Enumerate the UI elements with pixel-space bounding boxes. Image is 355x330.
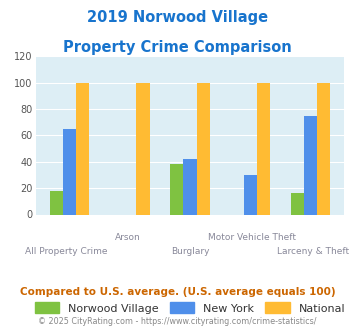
Bar [304,115,317,214]
Text: Property Crime Comparison: Property Crime Comparison [63,40,292,54]
Bar [183,159,197,214]
Legend: Norwood Village, New York, National: Norwood Village, New York, National [35,302,345,314]
Text: Larceny & Theft: Larceny & Theft [277,248,350,256]
Bar [317,82,330,214]
Text: 2019 Norwood Village: 2019 Norwood Village [87,10,268,25]
Bar [244,175,257,214]
Text: All Property Crime: All Property Crime [25,248,108,256]
Bar [63,129,76,214]
Bar [290,193,304,214]
Bar [257,82,270,214]
Bar [197,82,210,214]
Text: Arson: Arson [115,233,141,242]
Text: © 2025 CityRating.com - https://www.cityrating.com/crime-statistics/: © 2025 CityRating.com - https://www.city… [38,317,317,326]
Bar [136,82,149,214]
Bar [76,82,89,214]
Text: Burglary: Burglary [171,248,209,256]
Text: Motor Vehicle Theft: Motor Vehicle Theft [208,233,296,242]
Bar [50,191,63,214]
Bar [170,164,183,214]
Text: Compared to U.S. average. (U.S. average equals 100): Compared to U.S. average. (U.S. average … [20,287,335,297]
